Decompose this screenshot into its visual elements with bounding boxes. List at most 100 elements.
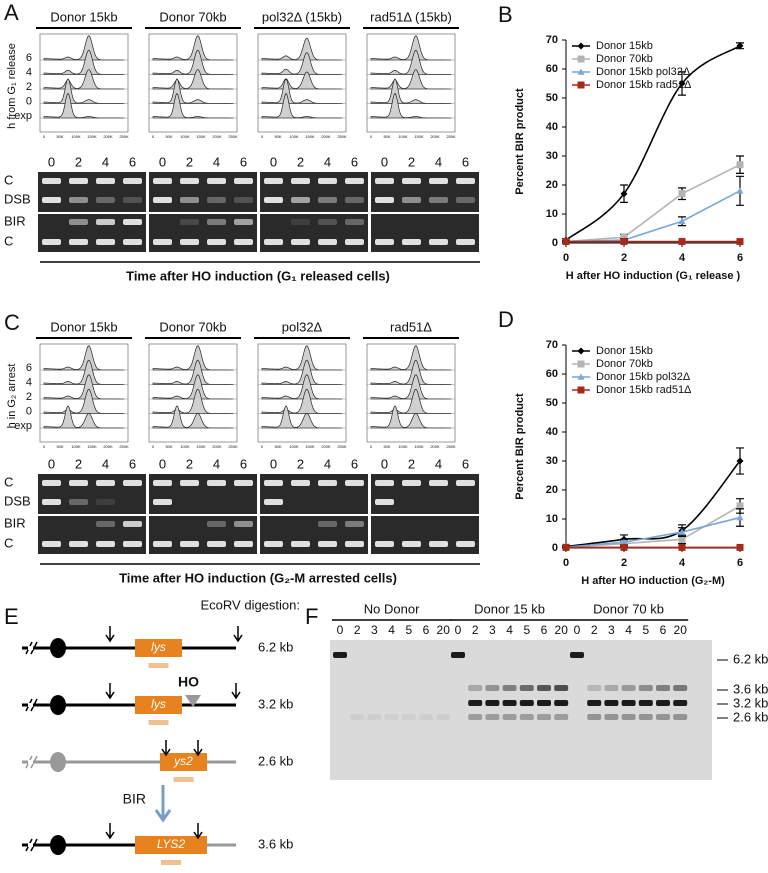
gel-band [234, 480, 253, 486]
panel-letter: A [4, 0, 19, 25]
lane-label: 4 [435, 154, 442, 169]
lane-label: 6 [129, 456, 136, 471]
gel-band [42, 499, 61, 505]
gel-band [180, 219, 199, 225]
gel-band [345, 197, 364, 203]
gel-band [207, 480, 226, 486]
legend-label: Donor 15kb rad51Δ [596, 79, 692, 91]
gene-label: ys2 [173, 754, 193, 768]
blot-band [656, 700, 670, 706]
flow-xtick: 0 [370, 134, 373, 139]
gel-band [207, 541, 226, 547]
flow-xtick: 150K [414, 134, 424, 139]
gel-band [42, 197, 61, 203]
blot-band [554, 714, 569, 720]
gel-band [345, 521, 364, 527]
lane-label: 2 [186, 456, 193, 471]
lane-label: 4 [102, 456, 109, 471]
size-label: 6.2 kb [733, 651, 768, 666]
group-label: Donor 15kb [50, 319, 117, 334]
legend-label: Donor 15kb rad51Δ [596, 384, 692, 396]
lane-label: 2 [297, 154, 304, 169]
flow-xtick: 250K [119, 134, 129, 139]
gel-band [42, 541, 61, 547]
flow-xtick: 50K [274, 134, 281, 139]
lane-label: 0 [48, 154, 55, 169]
flow-xtick: 250K [119, 444, 129, 449]
x-tick-label: 2 [621, 252, 627, 264]
blot-band [502, 700, 517, 706]
cut-arrow [233, 626, 243, 643]
lane-label: 4 [324, 456, 331, 471]
gel-band [456, 541, 475, 547]
gel-band [180, 178, 199, 184]
flow-ylabel: h in G₂ arrest [6, 364, 18, 429]
blot-band [519, 714, 534, 720]
gene-label: lys [151, 697, 166, 711]
gel-band [429, 239, 448, 245]
y-tick-label: 10 [546, 513, 558, 525]
flow-xtick: 50K [56, 134, 63, 139]
group-label: Donor 70 kb [593, 601, 664, 616]
break-gap [28, 760, 33, 764]
x-tick-label: 2 [621, 557, 627, 569]
blot-band [502, 714, 517, 720]
gel-band [402, 541, 421, 547]
gel-band [291, 178, 310, 184]
lane-label: 0 [48, 456, 55, 471]
fragment-size: 3.2 kb [258, 696, 293, 711]
blot-band [401, 714, 416, 720]
legend-marker [577, 42, 585, 50]
marker [620, 190, 628, 198]
marker [620, 538, 628, 545]
marker [678, 238, 686, 246]
gel-band [180, 480, 199, 486]
flow-xtick: 0 [152, 444, 155, 449]
gel-band [456, 239, 475, 245]
blot-band [638, 714, 653, 720]
gel-band [264, 239, 283, 245]
flow-xtick: 50K [56, 444, 63, 449]
flow-row-label: 4 [26, 376, 32, 388]
gel-band [180, 197, 199, 203]
blot-band [537, 685, 551, 691]
flow-xtick: 250K [446, 444, 456, 449]
flow-row-label: exp [14, 420, 32, 432]
gel-band [69, 197, 88, 203]
gel-band [291, 480, 310, 486]
lane-label: 0 [270, 154, 277, 169]
gel-band [345, 219, 364, 225]
flow-xtick: 0 [261, 134, 264, 139]
gel-band [318, 197, 337, 203]
lane-label: 6 [240, 456, 247, 471]
flow-xtick: 200K [321, 444, 331, 449]
panel-letter: E [4, 604, 19, 629]
blot-band [554, 700, 569, 706]
legend-label: Donor 15kb [596, 345, 653, 357]
lane-label: 0 [455, 623, 462, 637]
flow-xtick: 50K [383, 444, 390, 449]
blot-band [673, 714, 688, 720]
probe [161, 860, 181, 865]
bir-arrow [154, 785, 172, 823]
flow-xtick: 200K [321, 134, 331, 139]
gel-row-label: DSB [4, 493, 31, 508]
gel-band [180, 239, 199, 245]
legend-label: Donor 70kb [596, 53, 653, 65]
gel-band [207, 197, 226, 203]
marker [736, 502, 744, 510]
flow-xtick: 100K [289, 134, 299, 139]
marker [678, 543, 686, 551]
lane-label: 0 [159, 456, 166, 471]
gel-band [153, 239, 172, 245]
centromere [50, 695, 66, 715]
blot-band [656, 685, 670, 691]
legend-marker [577, 68, 585, 75]
fragment-size: 2.6 kb [258, 753, 293, 768]
lane-label: 0 [159, 154, 166, 169]
lane-label: 3 [371, 623, 378, 637]
lane-label: 6 [462, 456, 469, 471]
blot-band [570, 652, 584, 658]
legend-label: Donor 70kb [596, 358, 653, 370]
gel-band [318, 480, 337, 486]
